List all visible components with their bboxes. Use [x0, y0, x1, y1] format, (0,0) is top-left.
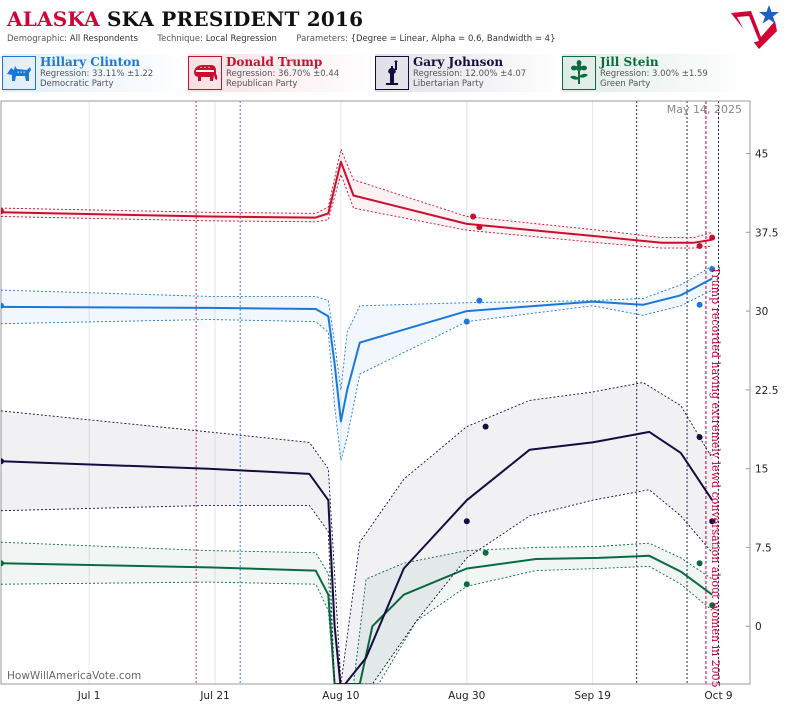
johnson-poll-point-2 — [482, 423, 489, 430]
stein-poll-point-4 — [709, 602, 716, 609]
x-tick-label-0: Jul 1 — [77, 690, 101, 702]
trump-trend-line — [1, 160, 713, 244]
chart-header: ALASKA SKA PRESIDENT 2016 Demographic: A… — [0, 0, 789, 54]
elephant-icon — [188, 56, 222, 90]
legend-party: Democratic Party — [40, 79, 114, 89]
y-tick-label-3: 22.5 — [755, 385, 778, 397]
site-credit: HowWillAmericaVote.com — [7, 670, 141, 682]
stein-poll-point-2 — [482, 549, 489, 556]
x-tick-label-4: Sep 19 — [574, 690, 611, 702]
legend-name: Gary Johnson — [413, 55, 504, 69]
y-tick-label-1: 7.5 — [755, 542, 772, 554]
trump-poll-point-1 — [470, 213, 477, 220]
stein-poll-point-0 — [1, 560, 4, 567]
johnson-lower-bound — [1, 489, 713, 684]
johnson-poll-point-3 — [696, 434, 703, 441]
legend-regression: Regression: 33.11% ±1.22 — [40, 69, 154, 79]
trump-poll-point-2 — [476, 224, 483, 231]
title-state: ALASKA — [7, 7, 100, 31]
stein-lower-bound — [1, 565, 713, 684]
x-tick-label-1: Jul 21 — [199, 690, 229, 702]
legend-item-stein: Jill Stein Regression: 3.00% ±1.59 Green… — [562, 54, 749, 92]
legend-regression: Regression: 3.00% ±1.59 — [600, 69, 708, 79]
trump-poll-point-3 — [696, 243, 703, 249]
legend-party: Republican Party — [226, 79, 298, 89]
parameters-value: {Degree = Linear, Alpha = 0.6, Bandwidth… — [350, 34, 556, 44]
parameters-line: Demographic: All Respondents Technique: … — [7, 34, 555, 44]
stein-upper-bound — [1, 541, 713, 684]
clinton-poll-point-1 — [463, 318, 470, 325]
johnson-trend-line — [1, 430, 714, 684]
donkey-icon — [2, 56, 36, 90]
johnson-poll-point-1 — [463, 518, 470, 525]
clinton-upper-bound — [1, 265, 713, 390]
technique-label: Technique: — [157, 34, 204, 44]
title-rest: SKA PRESIDENT 2016 — [107, 7, 364, 31]
stein-confidence-band — [1, 542, 713, 684]
trump-confidence-band — [1, 149, 713, 249]
y-tick-label-6: 45 — [755, 149, 768, 161]
legend: Hillary Clinton Regression: 33.11% ±1.22… — [0, 54, 789, 92]
demographic-value: All Respondents — [69, 34, 138, 44]
x-tick-label-2: Aug 10 — [322, 690, 359, 702]
y-tick-label-4: 30 — [755, 306, 768, 318]
johnson-poll-point-0 — [1, 458, 4, 465]
legend-item-johnson: Gary Johnson Regression: 12.00% ±4.07 Li… — [375, 54, 562, 92]
legend-name: Hillary Clinton — [40, 55, 140, 69]
liberty-statue-icon — [375, 56, 409, 90]
trump-upper-bound — [1, 147, 713, 239]
star-swoosh-icon — [731, 5, 779, 49]
plot-frame — [0, 100, 751, 685]
legend-item-clinton: Hillary Clinton Regression: 33.11% ±1.22… — [2, 54, 189, 92]
clinton-trend-line — [1, 277, 713, 423]
clinton-poll-point-4 — [709, 266, 716, 273]
trump-poll-point-4 — [709, 234, 716, 241]
legend-item-trump: Donald Trump Regression: 36.70% ±0.44 Re… — [188, 54, 375, 92]
y-tick-label-2: 15 — [755, 464, 768, 476]
clinton-confidence-band — [1, 265, 713, 461]
series-group — [1, 147, 716, 684]
chart-area: 0 7.5 15 22.5 30 37.5 45 Jul 1 Jul 21 Aug 10 Aug 3… — [0, 92, 789, 704]
stein-poll-point-3 — [696, 560, 703, 567]
date-stamp: May 14, 2025 — [667, 103, 742, 116]
trump-lower-bound — [1, 173, 713, 249]
stein-trend-line — [1, 554, 713, 684]
clinton-poll-point-0 — [1, 302, 4, 309]
legend-party: Green Party — [600, 79, 651, 89]
trump-poll-point-0 — [1, 208, 4, 215]
johnson-confidence-band — [1, 382, 713, 684]
clinton-poll-point-3 — [696, 301, 703, 308]
y-tick-label-5: 37.5 — [755, 227, 778, 239]
legend-regression: Regression: 12.00% ±4.07 — [413, 69, 527, 79]
x-tick-label-5: Oct 9 — [704, 690, 732, 702]
legend-regression: Regression: 36.70% ±0.44 — [226, 69, 340, 79]
y-tick-label-0: 0 — [755, 621, 762, 633]
page-title: ALASKA SKA PRESIDENT 2016 — [7, 7, 363, 31]
demographic-label: Demographic: — [7, 34, 68, 44]
legend-name: Donald Trump — [226, 55, 323, 69]
site-logo — [729, 3, 781, 51]
johnson-poll-point-4 — [709, 518, 716, 525]
line-chart: 0 7.5 15 22.5 30 37.5 45 Jul 1 Jul 21 Aug 10 Aug 3… — [0, 100, 778, 702]
clinton-poll-point-2 — [476, 297, 483, 304]
technique-value: Local Regression — [205, 34, 277, 44]
x-tick-label-3: Aug 30 — [448, 690, 485, 702]
stein-poll-point-1 — [463, 581, 470, 588]
green-flower-icon — [562, 56, 596, 90]
clinton-lower-bound — [1, 289, 713, 461]
legend-name: Jill Stein — [600, 55, 659, 69]
parameters-label: Parameters: — [296, 34, 348, 44]
event-annotation: Trump recorded having extremely lewd con… — [709, 267, 722, 688]
legend-party: Libertarian Party — [413, 79, 484, 89]
